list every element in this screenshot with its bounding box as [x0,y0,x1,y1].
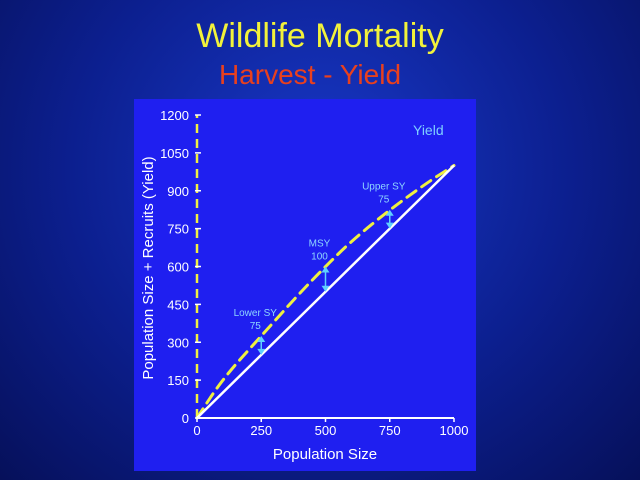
y-tick-label: 750 [167,222,189,237]
slide-subtitle: Harvest - Yield [218,59,402,90]
yield-arrow-head-up [321,266,330,273]
annotation-label: MSY [309,239,331,250]
slide-title: Wildlife Mortality [196,17,444,55]
annotation-value: 100 [311,252,328,263]
y-tick-label: 0 [182,411,189,426]
y-tick-label: 150 [167,373,189,388]
yield-arrow-head-up [257,335,266,342]
x-tick-label: 0 [193,423,200,438]
annotation-value: 75 [250,321,262,332]
x-axis-title: Population Size [273,446,377,463]
y-tick-label: 1050 [160,146,189,161]
yield-arrow-head-down [385,222,394,229]
yield-arrow-head-down [257,348,266,355]
y-tick-label: 300 [167,335,189,350]
x-tick-label: 500 [315,423,337,438]
y-tick-label: 450 [167,297,189,312]
y-tick-label: 1200 [160,108,189,123]
y-axis-title: Population Size + Recruits (Yield) [140,156,157,379]
x-tick-label: 750 [379,423,401,438]
annotation-label: Upper SY [362,182,406,193]
y-tick-label: 900 [167,184,189,199]
legend-yield: Yield [413,122,444,138]
yield-arrow-head-up [385,209,394,216]
x-tick-label: 1000 [440,423,469,438]
yield-arrow-head-down [321,285,330,292]
annotation-label: Lower SY [234,308,278,319]
x-tick-label: 250 [250,423,272,438]
annotation-value: 75 [378,195,390,206]
chart-panel [134,99,476,471]
y-tick-label: 600 [167,260,189,275]
